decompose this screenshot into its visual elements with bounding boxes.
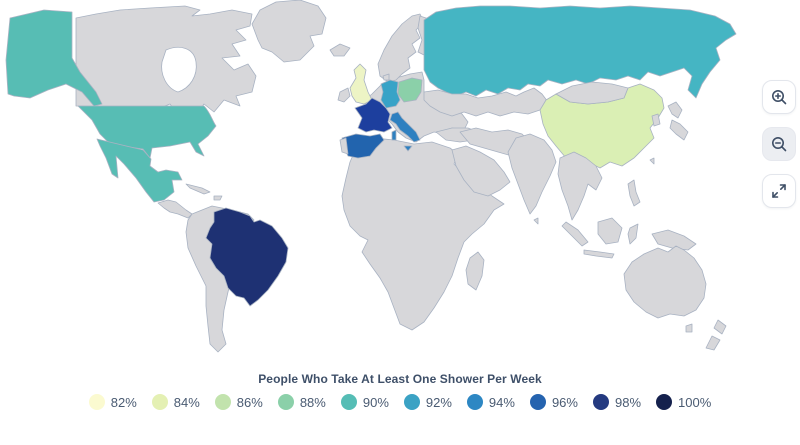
legend-item: 96% (529, 394, 578, 410)
magnifier-plus-icon (772, 90, 787, 105)
legend-item: 84% (151, 394, 200, 410)
region-tasmania (685, 323, 693, 333)
region-arabia (451, 145, 511, 197)
country-russia[interactable] (423, 5, 737, 99)
legend-item: 82% (88, 394, 137, 410)
region-borneo (597, 217, 623, 245)
region-central-asia (423, 87, 549, 117)
region-sulawesi (627, 223, 639, 245)
legend-item: 90% (340, 394, 389, 410)
region-new-zealand-south (705, 335, 721, 351)
country-brazil[interactable] (205, 207, 289, 307)
country-france[interactable] (354, 97, 393, 133)
legend-swatch (88, 394, 105, 410)
country-germany[interactable] (380, 79, 401, 109)
region-java (583, 249, 615, 259)
legend-swatch (277, 394, 294, 410)
zoom-out-button[interactable] (762, 127, 796, 161)
legend-label: 94% (488, 394, 515, 410)
legend-swatch (592, 394, 609, 410)
legend-item: 86% (214, 394, 263, 410)
region-mongolia (555, 81, 629, 105)
region-korea (651, 113, 661, 127)
region-new-guinea (651, 229, 697, 251)
country-italy-sicily[interactable] (403, 145, 413, 152)
legend-label: 84% (173, 394, 200, 410)
legend-swatch (656, 394, 673, 410)
legend-label: 82% (110, 394, 137, 410)
country-italy[interactable] (389, 111, 421, 143)
legend-item: 98% (592, 394, 642, 410)
region-norway-sweden (377, 13, 425, 83)
region-indochina (557, 151, 603, 221)
region-taiwan (649, 157, 655, 165)
legend: 82% 84% 86% 88% 90% 92% 94% 96% 98% 100% (0, 394, 800, 410)
region-sumatra (561, 221, 589, 247)
region-ireland (337, 87, 351, 103)
region-cuba (185, 183, 211, 195)
legend-item: 94% (466, 394, 515, 410)
region-australia (623, 245, 707, 319)
country-mexico[interactable] (96, 138, 183, 203)
legend-label: 98% (614, 394, 642, 410)
region-japan-honshu (669, 119, 689, 141)
legend-label: 90% (362, 394, 389, 410)
world-map[interactable] (0, 0, 752, 366)
legend-swatch (466, 394, 483, 410)
legend-swatch (340, 394, 357, 410)
legend-label: 92% (425, 394, 452, 410)
region-japan-hokkaido (667, 101, 683, 119)
magnifier-minus-icon (772, 137, 787, 152)
expand-arrows-icon (772, 184, 786, 198)
legend-item: 92% (403, 394, 452, 410)
region-sri-lanka (533, 217, 539, 225)
legend-label: 96% (551, 394, 578, 410)
legend-item: 88% (277, 394, 326, 410)
region-philippines (627, 179, 641, 207)
hudson-bay (161, 46, 197, 93)
legend-swatch (403, 394, 420, 410)
country-alaska[interactable] (5, 9, 103, 107)
region-iceland (329, 43, 351, 57)
zoom-in-button[interactable] (762, 80, 796, 114)
legend-swatch (214, 394, 231, 410)
country-italy-sardinia[interactable] (391, 129, 397, 141)
country-united-kingdom[interactable] (349, 63, 373, 105)
region-hispaniola (213, 195, 223, 201)
country-united-states[interactable] (77, 105, 217, 159)
legend-label: 88% (299, 394, 326, 410)
country-poland[interactable] (397, 77, 423, 103)
region-india (507, 133, 557, 215)
fullscreen-button[interactable] (762, 174, 796, 208)
legend-label: 100% (678, 394, 712, 410)
region-new-zealand-north (713, 319, 727, 335)
region-central-america (157, 199, 193, 219)
legend-label: 86% (236, 394, 263, 410)
chart-title: People Who Take At Least One Shower Per … (258, 372, 542, 386)
region-denmark (382, 73, 390, 81)
region-portugal (339, 137, 349, 155)
map-controls (762, 80, 796, 208)
legend-swatch (151, 394, 168, 410)
legend-swatch (529, 394, 546, 410)
legend-item: 100% (656, 394, 711, 410)
region-madagascar (465, 251, 485, 291)
region-greenland (251, 0, 327, 63)
